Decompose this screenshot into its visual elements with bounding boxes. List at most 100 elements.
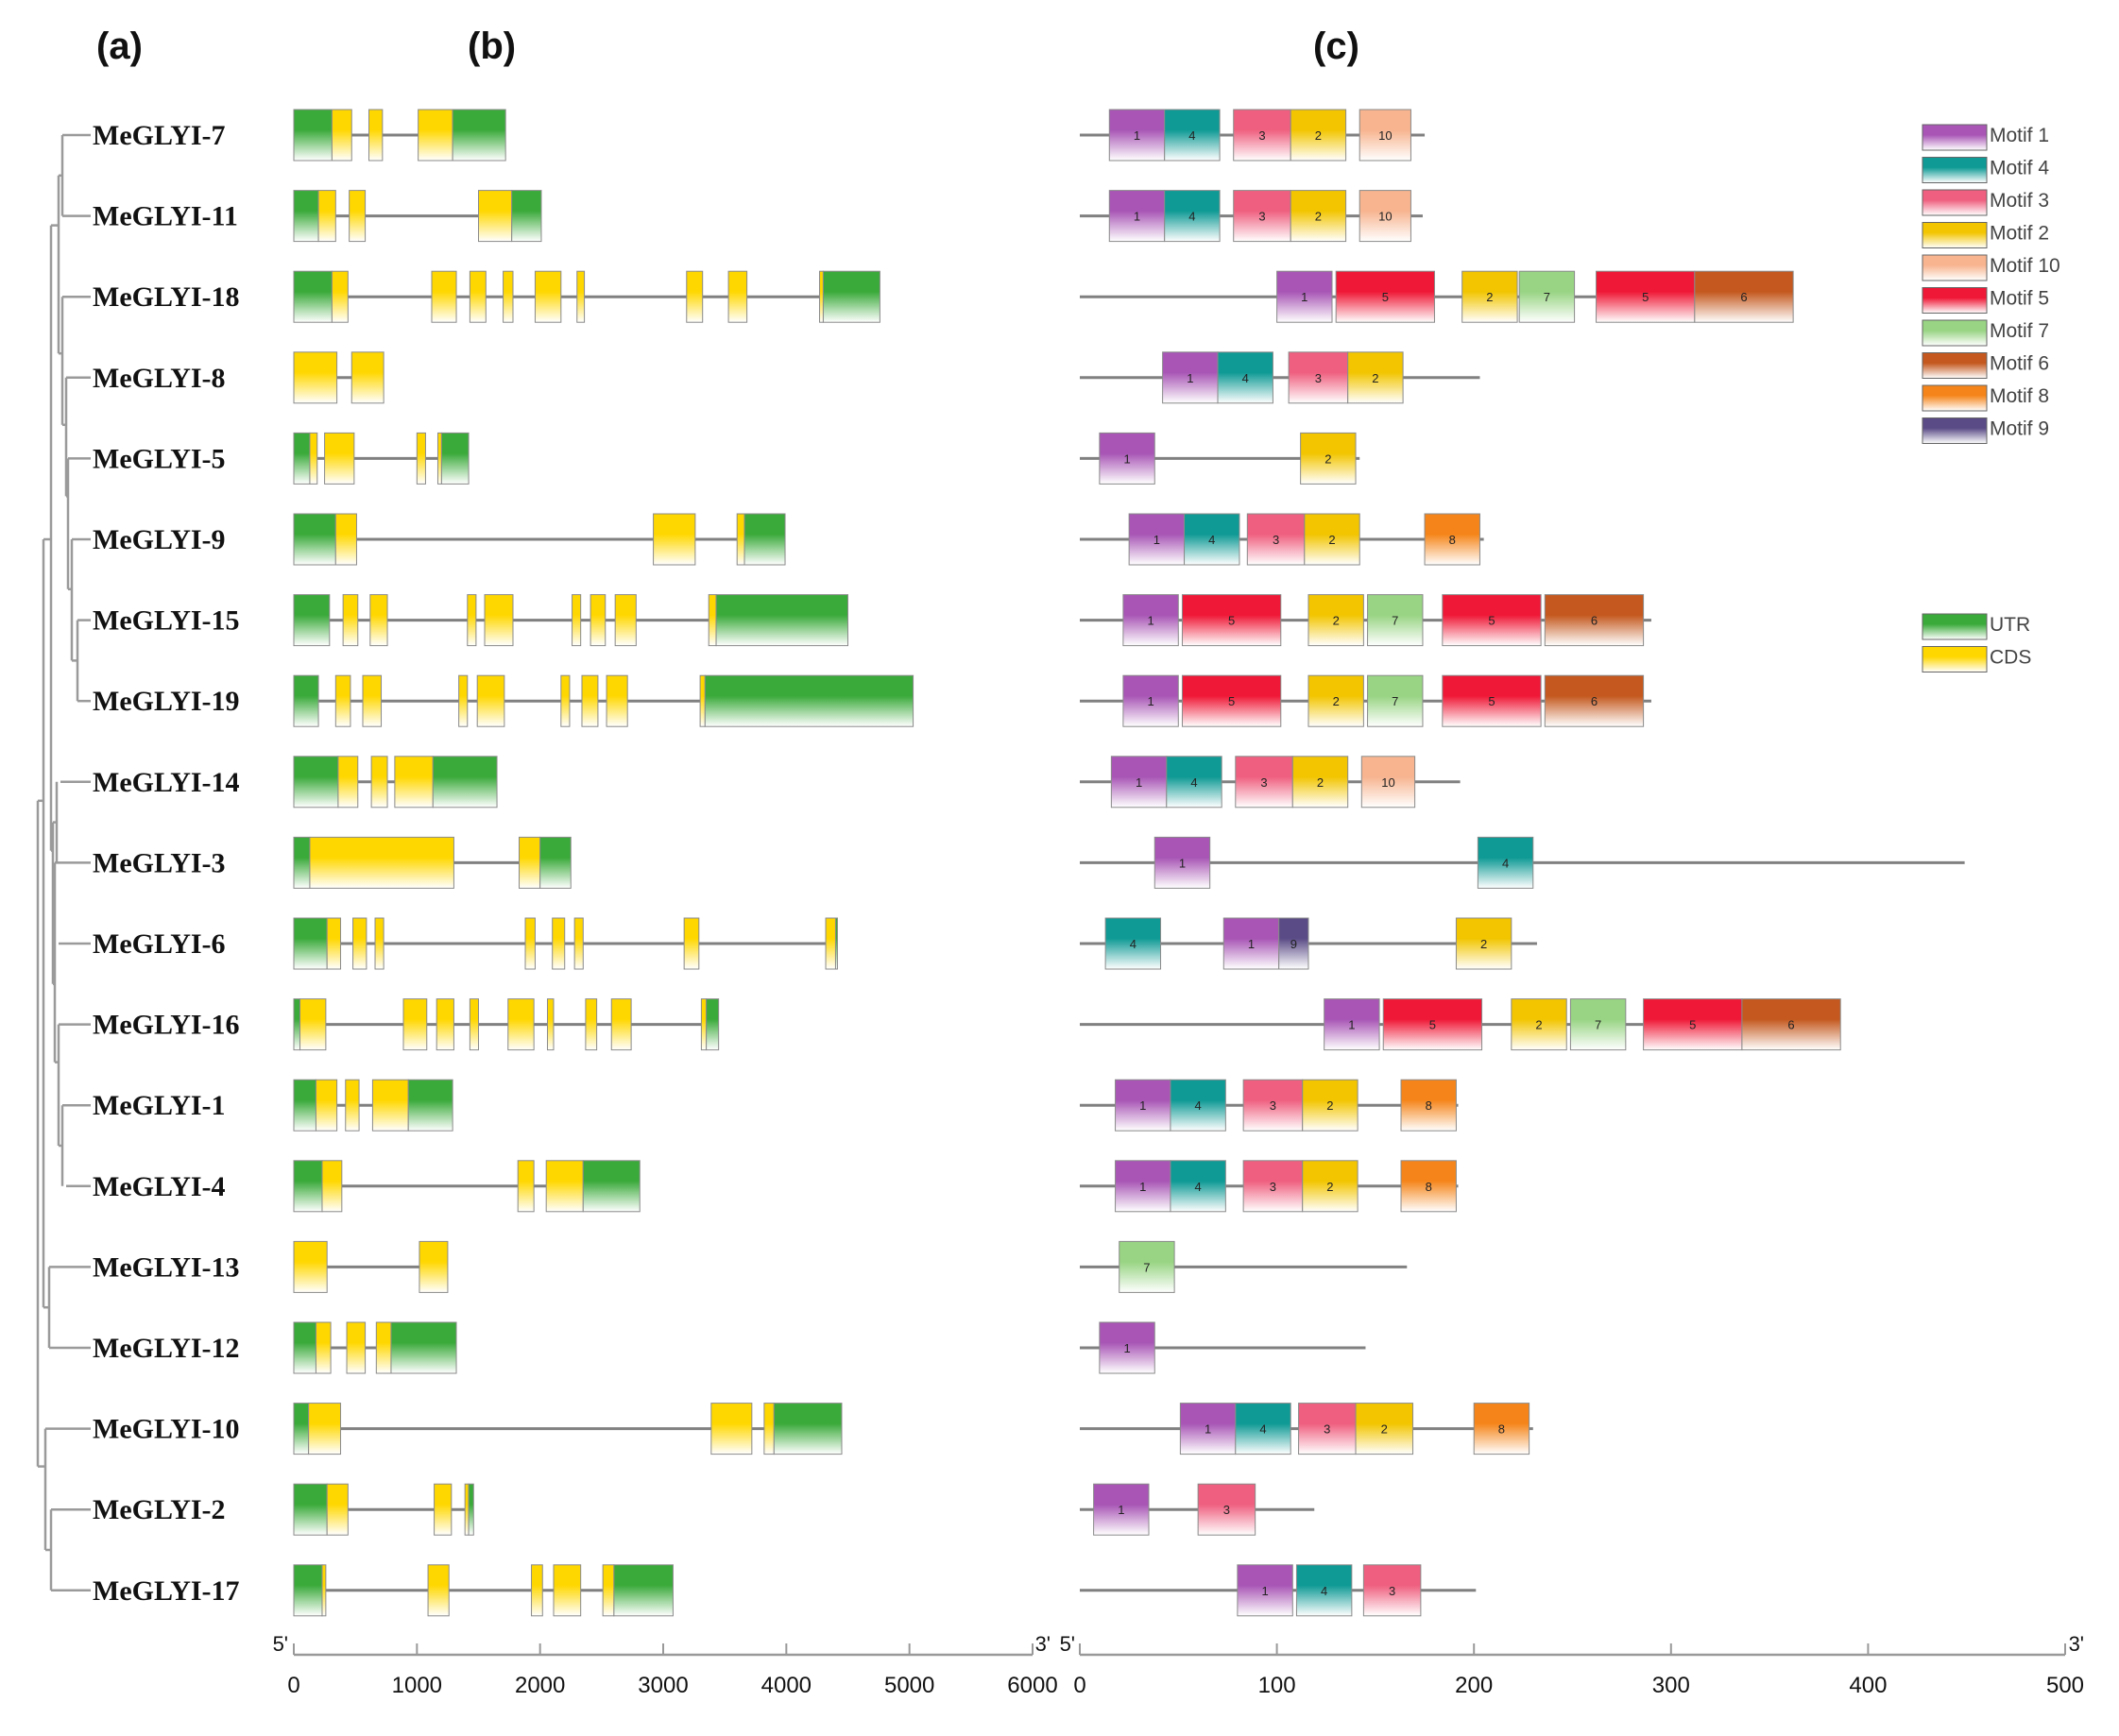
utr-block: [293, 432, 311, 485]
motif-number: 8: [1426, 1180, 1432, 1194]
motif-number: 3: [1389, 1584, 1395, 1598]
utr-block: [511, 190, 542, 243]
motif-number: 1: [1205, 1422, 1211, 1437]
panel-label-c: (c): [1313, 26, 1359, 67]
motif-1-box: [1237, 1564, 1293, 1617]
cds-block: [819, 270, 824, 323]
legend-swatch-motif-5: [1922, 287, 1988, 314]
utr-block: [440, 432, 470, 485]
motif-number: 3: [1223, 1503, 1230, 1517]
utr-block: [293, 190, 319, 243]
tick-label: 2000: [515, 1673, 565, 1698]
utr-block: [390, 1321, 457, 1374]
motif-number: 2: [1317, 775, 1324, 790]
motif-5-box: [1442, 594, 1542, 647]
motif-number: 1: [1348, 1018, 1355, 1032]
motif-7-box: [1518, 270, 1576, 323]
motif-6-box: [1694, 270, 1794, 323]
utr-block: [704, 674, 914, 727]
cds-block: [349, 190, 367, 243]
cds-block: [825, 917, 836, 970]
motif-8-box: [1400, 1079, 1457, 1132]
motif-number: 4: [1190, 775, 1197, 790]
motif-1-box: [1162, 351, 1219, 404]
legend-swatch-motif-9: [1922, 417, 1988, 444]
motif-number: 8: [1498, 1422, 1505, 1437]
motif-number: 9: [1290, 937, 1297, 951]
cds-block: [436, 998, 454, 1051]
tick-label: 6000: [1007, 1673, 1057, 1698]
legend-label: CDS: [1990, 647, 2031, 669]
motif-number: 4: [1195, 1180, 1202, 1194]
cds-block: [394, 756, 434, 808]
cds-block: [308, 1403, 342, 1455]
motif-2-box: [1307, 674, 1364, 727]
motif-1-box: [1110, 756, 1168, 808]
motif-number: 2: [1315, 128, 1322, 143]
motif-number: 1: [1261, 1584, 1268, 1598]
motif-row: 1 4 3 2: [1080, 351, 1480, 404]
cds-block: [427, 1564, 450, 1617]
cds-block: [368, 109, 384, 162]
motif-2-box: [1302, 1160, 1359, 1213]
motif-number: 1: [1248, 937, 1255, 951]
motif-3-box: [1235, 756, 1293, 808]
axis-start-label: 5': [273, 1632, 288, 1656]
cds-block: [710, 1403, 753, 1455]
motif-2-box: [1290, 109, 1347, 162]
motif-number: 4: [1242, 371, 1249, 385]
motif-number: 5: [1228, 694, 1235, 708]
legend-swatch-motif-3: [1922, 189, 1988, 216]
motif-3-box: [1362, 1564, 1422, 1617]
motif-number: 4: [1259, 1422, 1266, 1437]
utr-block: [293, 1564, 323, 1617]
legend-swatch-cds: [1922, 646, 1988, 672]
tick-label: 4000: [761, 1673, 812, 1698]
gene-structure-row: [293, 351, 384, 404]
motif-number: 5: [1228, 614, 1235, 628]
motif-2-box: [1300, 432, 1357, 485]
cds-block: [585, 998, 598, 1051]
motif-number: 8: [1426, 1098, 1432, 1113]
motif-4-box: [1184, 513, 1240, 566]
cds-block: [467, 594, 477, 647]
cds-block: [727, 270, 748, 323]
motif-number: 3: [1258, 210, 1265, 224]
tick-label: 500: [2046, 1673, 2084, 1698]
motif-number: 2: [1326, 1098, 1333, 1113]
gene-name: MeGLYI-7: [93, 120, 226, 151]
cds-block: [326, 1483, 349, 1536]
cds-block: [321, 1564, 327, 1617]
motif-number: 1: [1301, 290, 1307, 304]
gene-name: MeGLYI-11: [93, 201, 238, 232]
gene-name: MeGLYI-18: [93, 281, 240, 313]
cds-block: [686, 270, 704, 323]
motif-1-box: [1122, 674, 1179, 727]
utr-block: [293, 513, 336, 566]
motif-1-box: [1324, 998, 1380, 1051]
cds-block: [464, 1483, 470, 1536]
axis-end-label: 3': [1035, 1632, 1051, 1656]
motif-number: 4: [1195, 1098, 1202, 1113]
legend-label: Motif 9: [1990, 418, 2049, 440]
cds-block: [309, 836, 454, 889]
gene-name: MeGLYI-1: [93, 1090, 226, 1121]
gene-structure-row: [293, 836, 572, 889]
motif-6-box: [1544, 674, 1645, 727]
motif-1-box: [1153, 836, 1211, 889]
cds-block: [700, 998, 708, 1051]
cds-block: [299, 998, 327, 1051]
gene-structure-row: [293, 756, 498, 808]
motif-4-box: [1164, 190, 1221, 243]
legend-swatch-utr: [1922, 613, 1988, 640]
cds-block: [469, 270, 487, 323]
cds-block: [315, 1079, 338, 1132]
cds-block: [342, 594, 359, 647]
gene-name: MeGLYI-6: [93, 928, 226, 960]
legend-label: Motif 7: [1990, 320, 2049, 342]
motif-3-box: [1298, 1403, 1357, 1455]
motif-2-box: [1307, 594, 1364, 647]
motif-number: 1: [1136, 775, 1142, 790]
cds-block: [375, 1321, 392, 1374]
